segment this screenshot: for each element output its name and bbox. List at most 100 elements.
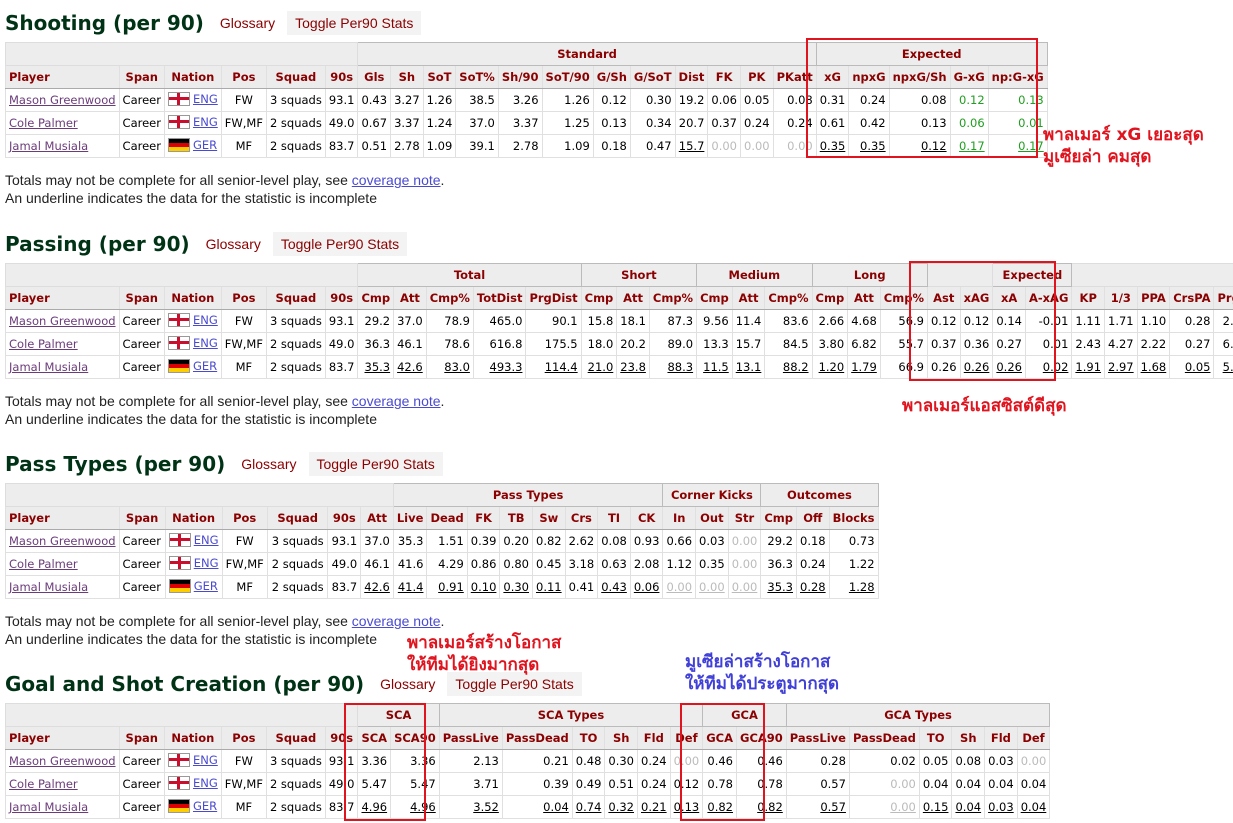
- player-link[interactable]: Mason Greenwood: [9, 534, 116, 548]
- nation-link[interactable]: ENG: [193, 532, 219, 547]
- col-header-cmp[interactable]: Cmp: [811, 286, 849, 310]
- col-header-ppa[interactable]: PPA: [1136, 286, 1171, 310]
- col-header-dead[interactable]: Dead: [426, 506, 468, 530]
- nation-link[interactable]: ENG: [192, 114, 218, 129]
- col-header-sot[interactable]: SoT: [422, 65, 457, 89]
- player-link[interactable]: Cole Palmer: [9, 337, 78, 351]
- col-header-np-g-xg[interactable]: np:G-xG: [987, 65, 1048, 89]
- coverage-note-link[interactable]: coverage note: [351, 172, 441, 188]
- nation-link[interactable]: GER: [192, 358, 218, 373]
- col-header-str[interactable]: Str: [727, 506, 762, 530]
- player-link[interactable]: Cole Palmer: [9, 116, 78, 130]
- col-header-ast[interactable]: Ast: [926, 286, 961, 310]
- col-header-sh[interactable]: Sh: [951, 726, 986, 750]
- col-header-cmp-[interactable]: Cmp%: [425, 286, 474, 310]
- col-header-att[interactable]: Att: [393, 286, 427, 310]
- col-header-fk[interactable]: FK: [707, 65, 741, 89]
- col-header-blocks[interactable]: Blocks: [828, 506, 879, 530]
- col-header-pos[interactable]: Pos: [220, 65, 267, 89]
- nation-link[interactable]: GER: [193, 578, 218, 593]
- col-header-att[interactable]: Att: [616, 286, 650, 310]
- col-header-squad[interactable]: Squad: [265, 726, 326, 750]
- col-header-sh-90[interactable]: Sh/90: [497, 65, 543, 89]
- col-header-sot-90[interactable]: SoT/90: [541, 65, 594, 89]
- col-header-def[interactable]: Def: [669, 726, 704, 750]
- col-header-xa[interactable]: xA: [992, 286, 1026, 310]
- col-header-sw[interactable]: Sw: [532, 506, 566, 530]
- col-header-sh[interactable]: Sh: [390, 65, 424, 89]
- col-header-att[interactable]: Att: [360, 506, 394, 530]
- nation-link[interactable]: ENG: [192, 335, 218, 350]
- col-header-n90s[interactable]: 90s: [324, 286, 359, 310]
- shooting-toggle-per90-button[interactable]: Toggle Per90 Stats: [287, 11, 422, 35]
- col-header-passdead[interactable]: PassDead: [848, 726, 920, 750]
- player-link[interactable]: Jamal Musiala: [9, 139, 89, 153]
- col-header-span[interactable]: Span: [118, 506, 166, 530]
- col-header-gca[interactable]: GCA: [702, 726, 737, 750]
- col-header-att[interactable]: Att: [847, 286, 881, 310]
- col-header-gca90[interactable]: GCA90: [736, 726, 787, 750]
- col-header-ti[interactable]: TI: [597, 506, 631, 530]
- col-header-pkatt[interactable]: PKatt: [772, 65, 817, 89]
- col-header-prgdist[interactable]: PrgDist: [525, 286, 582, 310]
- col-header-fk[interactable]: FK: [466, 506, 501, 530]
- col-header-1-3[interactable]: 1/3: [1104, 286, 1138, 310]
- nation-link[interactable]: GER: [192, 798, 218, 813]
- col-header-in[interactable]: In: [662, 506, 697, 530]
- col-header-player[interactable]: Player: [5, 506, 120, 530]
- passing-toggle-per90-button[interactable]: Toggle Per90 Stats: [272, 232, 408, 256]
- col-header-dist[interactable]: Dist: [674, 65, 709, 89]
- col-header-cmp[interactable]: Cmp: [760, 506, 797, 530]
- col-header-sot-[interactable]: SoT%: [455, 65, 499, 89]
- nation-link[interactable]: ENG: [193, 555, 219, 570]
- shooting-glossary-link[interactable]: Glossary: [219, 15, 276, 31]
- col-header-span[interactable]: Span: [118, 65, 165, 89]
- col-header-nation[interactable]: Nation: [164, 506, 223, 530]
- col-header-player[interactable]: Player: [5, 726, 120, 750]
- col-header-cmp-[interactable]: Cmp%: [648, 286, 698, 310]
- col-header-player[interactable]: Player: [5, 65, 120, 89]
- col-header-sh[interactable]: Sh: [604, 726, 638, 750]
- col-header-pos[interactable]: Pos: [220, 726, 267, 750]
- col-header-crs[interactable]: Crs: [564, 506, 599, 530]
- passtypes-toggle-per90-button[interactable]: Toggle Per90 Stats: [308, 452, 443, 476]
- col-header-xg[interactable]: xG: [815, 65, 850, 89]
- col-header-cmp[interactable]: Cmp: [357, 286, 395, 310]
- col-header-g-sh[interactable]: G/Sh: [592, 65, 631, 89]
- col-header-totdist[interactable]: TotDist: [472, 286, 527, 310]
- player-link[interactable]: Jamal Musiala: [9, 580, 89, 594]
- col-header-npxg-sh[interactable]: npxG/Sh: [888, 65, 951, 89]
- coverage-note-link[interactable]: coverage note: [351, 613, 441, 629]
- col-header-gls[interactable]: Gls: [357, 65, 392, 89]
- col-header-n90s[interactable]: 90s: [324, 726, 359, 750]
- col-header-span[interactable]: Span: [118, 726, 165, 750]
- passing-glossary-link[interactable]: Glossary: [205, 236, 261, 252]
- col-header-pos[interactable]: Pos: [221, 506, 268, 530]
- col-header-fld[interactable]: Fld: [984, 726, 1018, 750]
- col-header-nation[interactable]: Nation: [163, 726, 222, 750]
- player-link[interactable]: Mason Greenwood: [9, 93, 116, 107]
- nation-link[interactable]: ENG: [192, 91, 218, 106]
- col-header-out[interactable]: Out: [695, 506, 729, 530]
- passtypes-glossary-link[interactable]: Glossary: [241, 456, 297, 472]
- col-header-to[interactable]: TO: [571, 726, 606, 750]
- col-header-nation[interactable]: Nation: [163, 65, 222, 89]
- col-header-passdead[interactable]: PassDead: [501, 726, 573, 750]
- col-header-to[interactable]: TO: [918, 726, 953, 750]
- gsc-glossary-link[interactable]: Glossary: [380, 676, 436, 692]
- player-link[interactable]: Jamal Musiala: [9, 360, 89, 374]
- col-header-att[interactable]: Att: [731, 286, 766, 310]
- player-link[interactable]: Mason Greenwood: [9, 754, 116, 768]
- col-header-passlive[interactable]: PassLive: [438, 726, 503, 750]
- col-header-player[interactable]: Player: [5, 286, 120, 310]
- col-header-squad[interactable]: Squad: [265, 65, 326, 89]
- col-header-n90s[interactable]: 90s: [324, 65, 359, 89]
- col-header-span[interactable]: Span: [118, 286, 165, 310]
- col-header-pos[interactable]: Pos: [220, 286, 267, 310]
- col-header-sca90[interactable]: SCA90: [390, 726, 440, 750]
- col-header-g-xg[interactable]: G-xG: [949, 65, 989, 89]
- nation-link[interactable]: ENG: [192, 312, 218, 327]
- col-header-cmp[interactable]: Cmp: [696, 286, 733, 310]
- col-header-cmp-[interactable]: Cmp%: [879, 286, 928, 310]
- coverage-note-link[interactable]: coverage note: [351, 393, 441, 409]
